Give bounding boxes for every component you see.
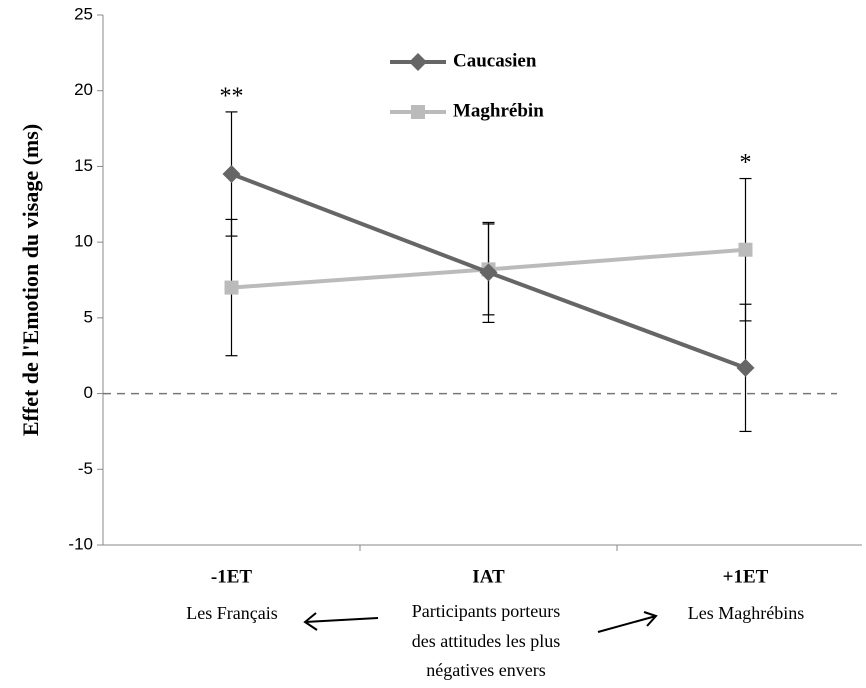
point bbox=[738, 242, 753, 257]
y-tick-label: 20 bbox=[74, 80, 93, 99]
note-middle: des attitudes les plus bbox=[412, 631, 560, 651]
point bbox=[736, 358, 755, 377]
point bbox=[479, 263, 498, 282]
y-tick-label: -5 bbox=[78, 459, 93, 478]
note-right: Les Maghrébins bbox=[688, 603, 804, 623]
legend-label: Maghrébin bbox=[453, 100, 544, 121]
point bbox=[222, 165, 241, 183]
y-tick-label: 15 bbox=[74, 156, 93, 175]
y-tick-label: 10 bbox=[74, 232, 93, 251]
note-middle: négatives envers bbox=[426, 660, 545, 680]
x-tick-label: -1ET bbox=[211, 566, 253, 587]
arrow-right bbox=[597, 611, 658, 633]
y-tick-label: -10 bbox=[68, 534, 93, 553]
y-tick-label: 5 bbox=[84, 307, 93, 326]
point bbox=[224, 280, 239, 295]
arrows bbox=[303, 611, 658, 633]
note-middle: Participants porteurs bbox=[412, 601, 560, 621]
x-tick-label: +1ET bbox=[723, 566, 769, 587]
y-tick-label: 0 bbox=[84, 383, 93, 402]
y-axis-label: Effet de l'Emotion du visage (ms) bbox=[18, 124, 43, 436]
legend-label: Caucasien bbox=[453, 50, 537, 71]
annotation: ** bbox=[220, 83, 244, 109]
y-tick-label: 25 bbox=[74, 4, 93, 23]
note-left: Les Français bbox=[186, 603, 277, 623]
legend-marker bbox=[409, 53, 427, 71]
legend-marker bbox=[411, 105, 425, 119]
annotation: * bbox=[740, 150, 752, 176]
x-tick-label: IAT bbox=[472, 566, 505, 587]
arrow-left bbox=[303, 612, 379, 631]
